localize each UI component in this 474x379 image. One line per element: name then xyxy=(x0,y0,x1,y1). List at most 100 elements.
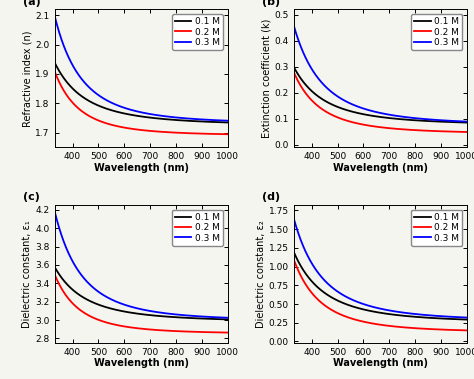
0.3 M xyxy=(291,23,296,27)
0.1 M xyxy=(291,249,296,254)
0.3 M xyxy=(335,290,341,294)
0.1 M xyxy=(154,116,159,121)
X-axis label: Wavelength (nm): Wavelength (nm) xyxy=(333,163,428,172)
0.3 M xyxy=(52,13,57,17)
Line: 0.2 M: 0.2 M xyxy=(293,259,467,330)
0.2 M xyxy=(464,328,470,333)
0.2 M xyxy=(167,329,173,333)
0.1 M xyxy=(321,290,327,295)
0.2 M xyxy=(82,311,88,316)
0.1 M xyxy=(96,302,102,307)
0.3 M xyxy=(182,116,188,121)
Legend: 0.1 M, 0.2 M, 0.3 M: 0.1 M, 0.2 M, 0.3 M xyxy=(172,14,223,50)
Line: 0.3 M: 0.3 M xyxy=(293,25,467,122)
Line: 0.1 M: 0.1 M xyxy=(55,62,228,122)
0.3 M xyxy=(369,109,375,113)
Y-axis label: Dielectric constant, ε₁: Dielectric constant, ε₁ xyxy=(22,220,33,328)
0.3 M xyxy=(421,117,427,121)
0.3 M xyxy=(130,108,136,113)
0.3 M xyxy=(393,309,399,314)
0.1 M xyxy=(464,120,470,125)
0.1 M xyxy=(407,314,412,319)
0.1 M xyxy=(407,117,412,122)
0.3 M xyxy=(130,305,136,310)
0.1 M xyxy=(369,113,375,118)
0.2 M xyxy=(291,70,296,74)
0.2 M xyxy=(321,108,327,113)
0.2 M xyxy=(291,257,296,262)
0.1 M xyxy=(335,105,341,110)
Line: 0.3 M: 0.3 M xyxy=(55,15,228,121)
0.3 M xyxy=(421,313,427,317)
0.2 M xyxy=(335,311,341,316)
Legend: 0.1 M, 0.2 M, 0.3 M: 0.1 M, 0.2 M, 0.3 M xyxy=(411,14,462,50)
Y-axis label: Extinction coefficient (k): Extinction coefficient (k) xyxy=(262,19,272,138)
0.3 M xyxy=(321,278,327,282)
0.3 M xyxy=(335,94,341,99)
X-axis label: Wavelength (nm): Wavelength (nm) xyxy=(333,358,428,368)
Line: 0.1 M: 0.1 M xyxy=(293,252,467,319)
0.2 M xyxy=(52,272,57,276)
0.1 M xyxy=(52,265,57,269)
0.3 M xyxy=(154,310,159,314)
0.2 M xyxy=(393,127,399,131)
Line: 0.3 M: 0.3 M xyxy=(293,218,467,318)
0.2 M xyxy=(182,131,188,135)
0.1 M xyxy=(182,118,188,123)
0.3 M xyxy=(154,113,159,117)
0.2 M xyxy=(225,132,231,136)
X-axis label: Wavelength (nm): Wavelength (nm) xyxy=(94,163,189,172)
Line: 0.1 M: 0.1 M xyxy=(55,267,228,319)
0.2 M xyxy=(182,329,188,334)
0.3 M xyxy=(82,81,88,86)
0.1 M xyxy=(291,64,296,69)
0.1 M xyxy=(167,315,173,319)
Text: (a): (a) xyxy=(23,0,41,7)
0.3 M xyxy=(182,313,188,318)
0.2 M xyxy=(82,111,88,116)
0.3 M xyxy=(407,311,412,316)
0.2 M xyxy=(130,127,136,131)
0.1 M xyxy=(335,299,341,303)
0.3 M xyxy=(96,290,102,294)
0.2 M xyxy=(369,124,375,128)
Y-axis label: Dielectric constant, ε₂: Dielectric constant, ε₂ xyxy=(256,220,266,328)
0.2 M xyxy=(96,318,102,323)
0.1 M xyxy=(369,309,375,313)
0.3 M xyxy=(369,304,375,309)
0.1 M xyxy=(52,60,57,64)
0.1 M xyxy=(82,96,88,101)
Text: (b): (b) xyxy=(263,0,281,7)
0.2 M xyxy=(421,128,427,133)
0.1 M xyxy=(421,119,427,123)
0.3 M xyxy=(167,114,173,119)
0.2 M xyxy=(464,130,470,134)
0.1 M xyxy=(225,120,231,125)
0.3 M xyxy=(167,312,173,316)
0.3 M xyxy=(225,118,231,123)
0.1 M xyxy=(167,117,173,122)
0.1 M xyxy=(421,315,427,320)
0.3 M xyxy=(291,216,296,220)
0.2 M xyxy=(407,326,412,330)
0.2 M xyxy=(393,324,399,329)
0.2 M xyxy=(167,130,173,135)
0.1 M xyxy=(321,98,327,103)
0.3 M xyxy=(464,315,470,320)
Text: (d): (d) xyxy=(263,193,281,202)
0.2 M xyxy=(421,326,427,331)
0.2 M xyxy=(335,115,341,120)
0.1 M xyxy=(96,103,102,108)
Line: 0.2 M: 0.2 M xyxy=(55,274,228,333)
Line: 0.3 M: 0.3 M xyxy=(55,211,228,318)
Legend: 0.1 M, 0.2 M, 0.3 M: 0.1 M, 0.2 M, 0.3 M xyxy=(172,210,223,246)
0.1 M xyxy=(464,317,470,322)
Legend: 0.1 M, 0.2 M, 0.3 M: 0.1 M, 0.2 M, 0.3 M xyxy=(411,210,462,246)
0.2 M xyxy=(96,119,102,123)
X-axis label: Wavelength (nm): Wavelength (nm) xyxy=(94,358,189,368)
0.3 M xyxy=(96,93,102,98)
0.1 M xyxy=(82,296,88,301)
0.3 M xyxy=(225,315,231,320)
0.1 M xyxy=(130,311,136,315)
0.3 M xyxy=(321,83,327,88)
